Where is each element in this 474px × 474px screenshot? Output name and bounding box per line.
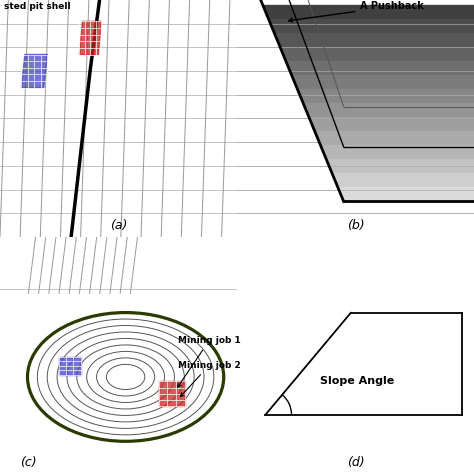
- Polygon shape: [59, 356, 81, 374]
- Text: A Pushback: A Pushback: [289, 1, 424, 22]
- Polygon shape: [338, 187, 474, 201]
- Polygon shape: [263, 5, 474, 19]
- Text: sted pit shell: sted pit shell: [4, 2, 70, 11]
- Text: Mining job 1: Mining job 1: [178, 336, 240, 387]
- Polygon shape: [315, 131, 474, 145]
- Polygon shape: [292, 75, 474, 89]
- Polygon shape: [159, 382, 185, 406]
- Polygon shape: [286, 61, 474, 75]
- Polygon shape: [268, 19, 474, 33]
- Text: (d): (d): [346, 456, 365, 469]
- Text: Slope Angle: Slope Angle: [320, 376, 394, 386]
- Polygon shape: [332, 173, 474, 187]
- Polygon shape: [309, 117, 474, 131]
- Text: (a): (a): [110, 219, 127, 232]
- Polygon shape: [80, 21, 101, 55]
- Polygon shape: [274, 33, 474, 47]
- Polygon shape: [320, 145, 474, 159]
- Polygon shape: [303, 103, 474, 117]
- Text: (c): (c): [20, 456, 37, 469]
- Text: Mining job 2: Mining job 2: [178, 361, 240, 397]
- Polygon shape: [326, 159, 474, 173]
- Polygon shape: [21, 55, 47, 88]
- Polygon shape: [280, 47, 474, 61]
- Text: (b): (b): [346, 219, 365, 232]
- Polygon shape: [297, 89, 474, 103]
